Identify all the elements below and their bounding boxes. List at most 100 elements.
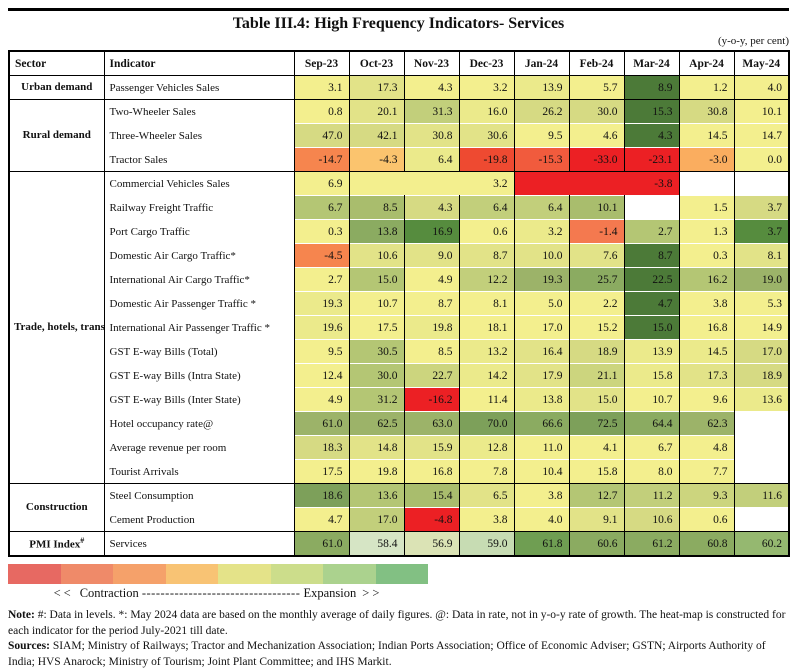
legend-dashes: ---------------------------------- <box>141 586 301 600</box>
heatmap-cell: 3.8 <box>458 507 515 532</box>
heatmap-cell: 18.1 <box>458 315 515 340</box>
heatmap-cell: 6.7 <box>293 195 350 220</box>
sources-text: SIAM; Ministry of Railways; Tractor and … <box>8 640 766 668</box>
heatmap-cell: 64.4 <box>623 411 680 436</box>
heatmap-cell: 9.5 <box>293 339 350 364</box>
top-rule <box>8 8 789 11</box>
heatmap-cell: 0.0 <box>733 147 790 172</box>
heatmap-cell: 58.4 <box>348 531 405 556</box>
heatmap-cell: 17.5 <box>348 315 405 340</box>
heatmap-cell: 3.7 <box>733 195 790 220</box>
heatmap-cell: 3.8 <box>678 291 735 316</box>
heatmap-cell: 3.1 <box>293 75 350 100</box>
heatmap-cell: 0.3 <box>293 219 350 244</box>
indicator-cell: Port Cargo Traffic <box>103 219 295 244</box>
heatmap-cell: 4.7 <box>293 507 350 532</box>
table-row: Hotel occupancy rate@ 61.0 62.5 63.0 70.0 66.… <box>9 411 790 436</box>
indicator-cell: Average revenue per room <box>103 435 295 460</box>
column-header-month: May-24 <box>733 51 790 76</box>
heatmap-cell: 19.8 <box>403 315 460 340</box>
sector-cell: Rural demand <box>8 99 105 172</box>
heatmap-cell: 60.6 <box>568 531 625 556</box>
table-row: Tourist Arrivals 17.5 19.8 16.8 7.8 10.4 15.8 8… <box>9 459 790 484</box>
heatmap-cell: 4.3 <box>623 123 680 148</box>
heatmap-cell: 4.7 <box>623 291 680 316</box>
table-row: Cement Production 4.7 17.0 -4.8 3.8 4.0 9.1 10.… <box>9 507 790 532</box>
heatmap-cell: 6.4 <box>403 147 460 172</box>
heatmap-cell: 25.7 <box>568 267 625 292</box>
heatmap-cell: 9.5 <box>513 123 570 148</box>
heatmap-cell: 2.2 <box>568 291 625 316</box>
heatmap-cell: 70.0 <box>458 411 515 436</box>
heatmap-cell: 31.3 <box>403 99 460 124</box>
table-row: Railway Freight Traffic 6.7 8.5 4.3 6.4 6.4 10… <box>9 195 790 220</box>
column-header-month: Apr-24 <box>678 51 735 76</box>
heatmap-cell: -23.1 <box>623 147 680 172</box>
heatmap-cell: 0.6 <box>678 507 735 532</box>
legend-contraction-label: Contraction <box>79 586 139 600</box>
heatmap-cell: 12.4 <box>293 363 350 388</box>
heatmap-cell: -15.3 <box>513 147 570 172</box>
heatmap-cell: 17.3 <box>678 363 735 388</box>
heatmap-cell: 4.9 <box>293 387 350 412</box>
heatmap-cell: 4.8 <box>678 435 735 460</box>
heatmap-cell: 6.4 <box>513 195 570 220</box>
heatmap-cell: 10.7 <box>348 291 405 316</box>
heatmap-cell: 13.2 <box>458 339 515 364</box>
heatmap-cell: 19.3 <box>513 267 570 292</box>
table-row: Port Cargo Traffic 0.3 13.8 16.9 0.6 3.2 -1.4 2… <box>9 219 790 244</box>
heatmap-cell: 30.8 <box>678 99 735 124</box>
heatmap-cell: 0.8 <box>293 99 350 124</box>
table-row: Urban demand Passenger Vehicles Sales 3.1 1… <box>8 75 790 100</box>
heatmap-cell: 14.2 <box>458 363 515 388</box>
heatmap-cell: -1.4 <box>568 219 625 244</box>
heatmap-cell: 15.0 <box>568 387 625 412</box>
heatmap-cell: 11.6 <box>733 483 790 508</box>
heatmap-cell: 3.8 <box>513 483 570 508</box>
heatmap-cell: 4.3 <box>403 75 460 100</box>
heatmap-cell: 0.3 <box>678 243 735 268</box>
heatmap-cell: 30.8 <box>403 123 460 148</box>
indicator-cell: Two-Wheeler Sales <box>103 99 295 124</box>
indicator-cell: International Air Cargo Traffic* <box>103 267 295 292</box>
heatmap-cell: 8.5 <box>403 339 460 364</box>
heatmap-cell: 62.3 <box>678 411 735 436</box>
heatmap-cell: 9.0 <box>403 243 460 268</box>
table-row: GST E-way Bills (Total) 9.5 30.5 8.5 13.2 16.… <box>9 339 790 364</box>
heatmap-cell: 17.9 <box>513 363 570 388</box>
indicator-cell: Hotel occupancy rate@ <box>103 411 295 436</box>
heatmap-cell: 63.0 <box>403 411 460 436</box>
heatmap-cell: 17.5 <box>293 459 350 484</box>
heatmap-cell: 19.0 <box>733 267 790 292</box>
indicator-cell: Tourist Arrivals <box>103 459 295 484</box>
heatmap-cell: 10.1 <box>733 99 790 124</box>
table-header: Sector Indicator Sep-23 Oct-23 Nov-23 Dec-23 J… <box>8 51 790 76</box>
heatmap-cell: 18.9 <box>568 339 625 364</box>
heatmap-cell: 5.0 <box>513 291 570 316</box>
heatmap-cell: 15.2 <box>568 315 625 340</box>
heatmap-cell: 14.8 <box>348 435 405 460</box>
table-row: Trade, hotels, transport, communicationC… <box>8 171 790 484</box>
heatmap-cell: 0.6 <box>458 219 515 244</box>
legend-swatch <box>60 564 113 584</box>
heatmap-cell: 4.6 <box>568 123 625 148</box>
indicator-cell: Tractor Sales <box>103 147 295 172</box>
column-header-month: Dec-23 <box>458 51 515 76</box>
column-header-month: Sep-23 <box>293 51 350 76</box>
unit-note: (y-o-y, per cent) <box>717 35 789 47</box>
heatmap-cell: 16.4 <box>513 339 570 364</box>
heatmap-cell <box>733 435 790 460</box>
heatmap-cell: 15.4 <box>403 483 460 508</box>
heatmap-cell: 3.2 <box>458 75 515 100</box>
heatmap-cell: 13.9 <box>513 75 570 100</box>
heatmap-cell: 12.2 <box>458 267 515 292</box>
heatmap-cell: -16.2 <box>403 387 460 412</box>
indicator-cell: Commercial Vehicles Sales <box>103 171 295 196</box>
indicator-cell: Steel Consumption <box>103 483 295 508</box>
heatmap-cell: 30.5 <box>348 339 405 364</box>
heatmap-cell: 30.0 <box>348 363 405 388</box>
heatmap-cell: 13.6 <box>348 483 405 508</box>
heatmap-cell: 17.0 <box>513 315 570 340</box>
heatmap-cell: 4.1 <box>568 435 625 460</box>
heatmap-cell: 3.7 <box>733 219 790 244</box>
